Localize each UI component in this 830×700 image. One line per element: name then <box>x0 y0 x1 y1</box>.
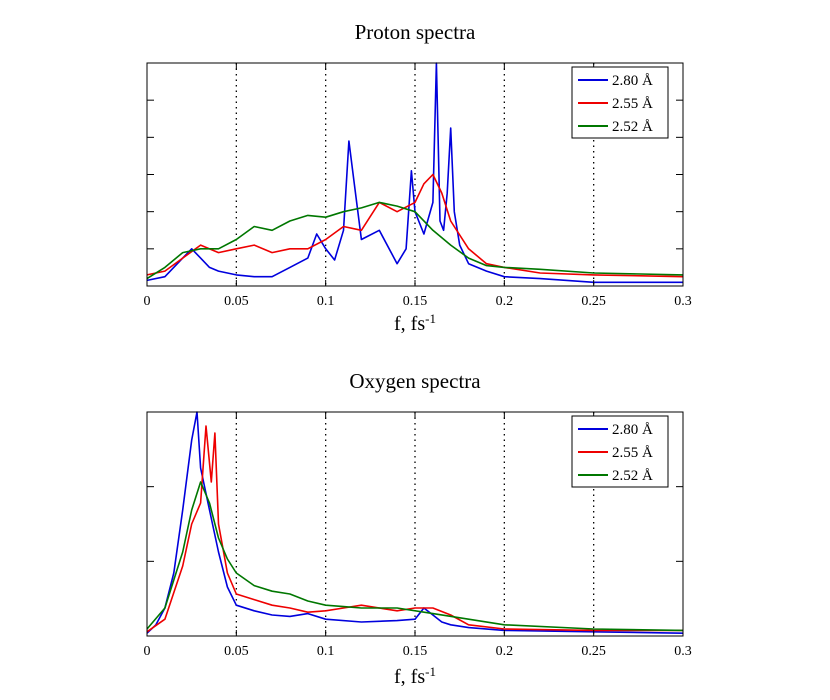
oxygen-x-axis-label: f, fs-1 <box>394 664 436 688</box>
oxygen-plot-frame <box>146 411 684 637</box>
oxygen-series-255-line <box>146 425 683 633</box>
proton-legend: 2.80 Å 2.55 Å 2.52 Å <box>571 66 669 139</box>
oxygen-x-tick-label: 0.3 <box>674 644 692 659</box>
oxygen-gridlines <box>235 412 595 636</box>
proton-gridlines <box>235 63 595 286</box>
oxygen-legend-label-252: 2.52 Å <box>612 468 653 484</box>
proton-x-axis-label-main: f, fs <box>394 313 425 335</box>
oxygen-legend: 2.80 Å 2.55 Å 2.52 Å <box>571 415 669 488</box>
oxygen-series-252-line <box>146 481 684 632</box>
proton-x-tick-label: 0.25 <box>581 294 606 309</box>
oxygen-legend-label-280: 2.80 Å <box>612 422 653 438</box>
proton-x-tick-label: 0.15 <box>403 294 428 309</box>
proton-x-axis-label-sup: -1 <box>425 311 436 326</box>
proton-x-tick-label: 0.05 <box>224 294 249 309</box>
proton-series-255-line <box>146 173 684 278</box>
proton-x-tick-labels: 0 0.05 0.1 0.15 0.2 0.25 0.3 <box>144 294 692 309</box>
oxygen-chart-title: Oxygen spectra <box>349 369 481 393</box>
panel-proton: Proton spectra 0 0.05 0.1 0.15 0.2 0.25 0.3 f,… <box>144 20 692 335</box>
proton-series-280-line <box>146 62 683 284</box>
proton-x-tick-label: 0.2 <box>496 294 514 309</box>
proton-plot-frame <box>146 62 684 287</box>
oxygen-x-tick-label: 0.2 <box>496 644 514 659</box>
oxygen-series-280-line <box>146 411 684 634</box>
proton-x-tick-label: 0.3 <box>674 294 692 309</box>
oxygen-x-tick-label: 0.15 <box>403 644 428 659</box>
proton-legend-label-252: 2.52 Å <box>612 119 653 135</box>
proton-x-axis-label: f, fs-1 <box>394 311 436 335</box>
oxygen-x-tick-labels: 0 0.05 0.1 0.15 0.2 0.25 0.3 <box>144 644 692 659</box>
oxygen-x-axis-label-main: f, fs <box>394 666 425 688</box>
proton-legend-label-255: 2.55 Å <box>612 96 653 112</box>
proton-series-lines <box>146 62 684 284</box>
oxygen-series-lines <box>146 411 684 634</box>
oxygen-x-axis-label-sup: -1 <box>425 664 436 679</box>
proton-x-tick-label: 0 <box>144 294 151 309</box>
proton-legend-label-280: 2.80 Å <box>612 73 653 89</box>
oxygen-legend-label-255: 2.55 Å <box>612 445 653 461</box>
oxygen-x-tick-label: 0 <box>144 644 151 659</box>
oxygen-x-tick-label: 0.25 <box>581 644 606 659</box>
panel-oxygen: Oxygen spectra 0 0.05 0.1 0.15 0.2 0.25 0.3 f,… <box>144 369 692 688</box>
proton-series-252-line <box>146 201 684 280</box>
proton-x-tick-label: 0.1 <box>317 294 335 309</box>
oxygen-x-tick-label: 0.05 <box>224 644 249 659</box>
proton-chart-title: Proton spectra <box>355 20 476 44</box>
oxygen-x-tick-label: 0.1 <box>317 644 335 659</box>
